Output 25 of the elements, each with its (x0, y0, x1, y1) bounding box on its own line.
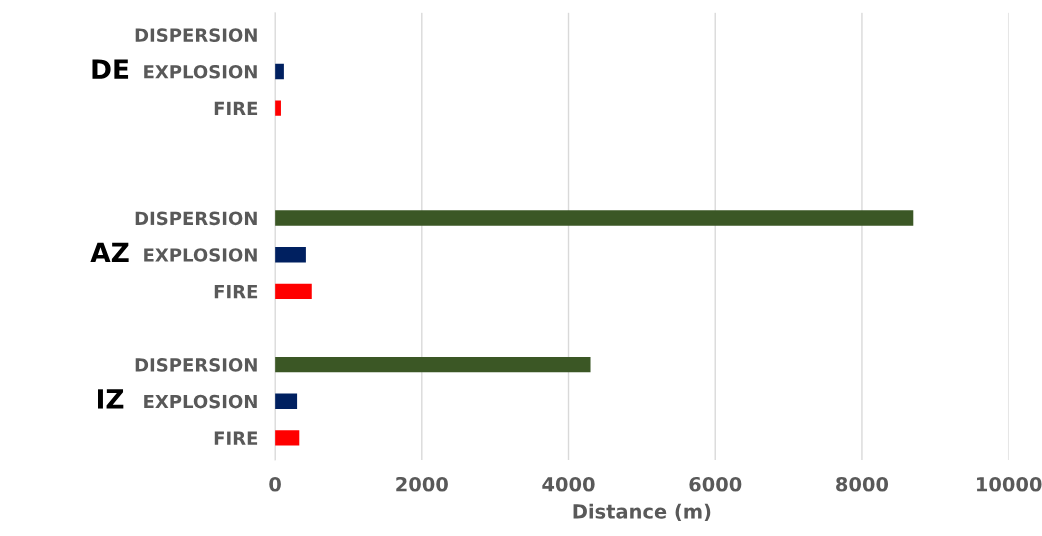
x-tick-label: 8000 (836, 476, 889, 492)
x-axis-title: Distance (m) (573, 503, 711, 522)
bar (275, 247, 306, 263)
text: AZ (90, 242, 129, 262)
y-tick-label: EXPLOSION (144, 64, 257, 79)
y-tick-label: EXPLOSION (144, 248, 257, 262)
y-tick-label: FIRE (214, 101, 258, 115)
bar (275, 393, 298, 409)
x-tick-label: 2000 (396, 476, 448, 492)
x-tick-label: 4000 (542, 476, 595, 492)
bar (275, 430, 300, 446)
bar (275, 210, 914, 226)
y-tick-label: EXPLOSION (144, 394, 257, 409)
text: IZ (97, 389, 124, 409)
x-tick-label: 10000 (977, 476, 1042, 492)
y-tick-label: DISPERSION (135, 211, 257, 226)
text: DE (92, 59, 129, 79)
y-tick-label: DISPERSION (135, 358, 257, 372)
y-tick-label: FIRE (214, 285, 258, 299)
bar (275, 283, 312, 300)
y-tick-label: FIRE (214, 431, 258, 445)
x-tick-label: 6000 (689, 476, 742, 492)
y-tick-label: DISPERSION (135, 28, 257, 42)
x-tick-label: 0 (269, 476, 281, 492)
bar (275, 356, 591, 373)
